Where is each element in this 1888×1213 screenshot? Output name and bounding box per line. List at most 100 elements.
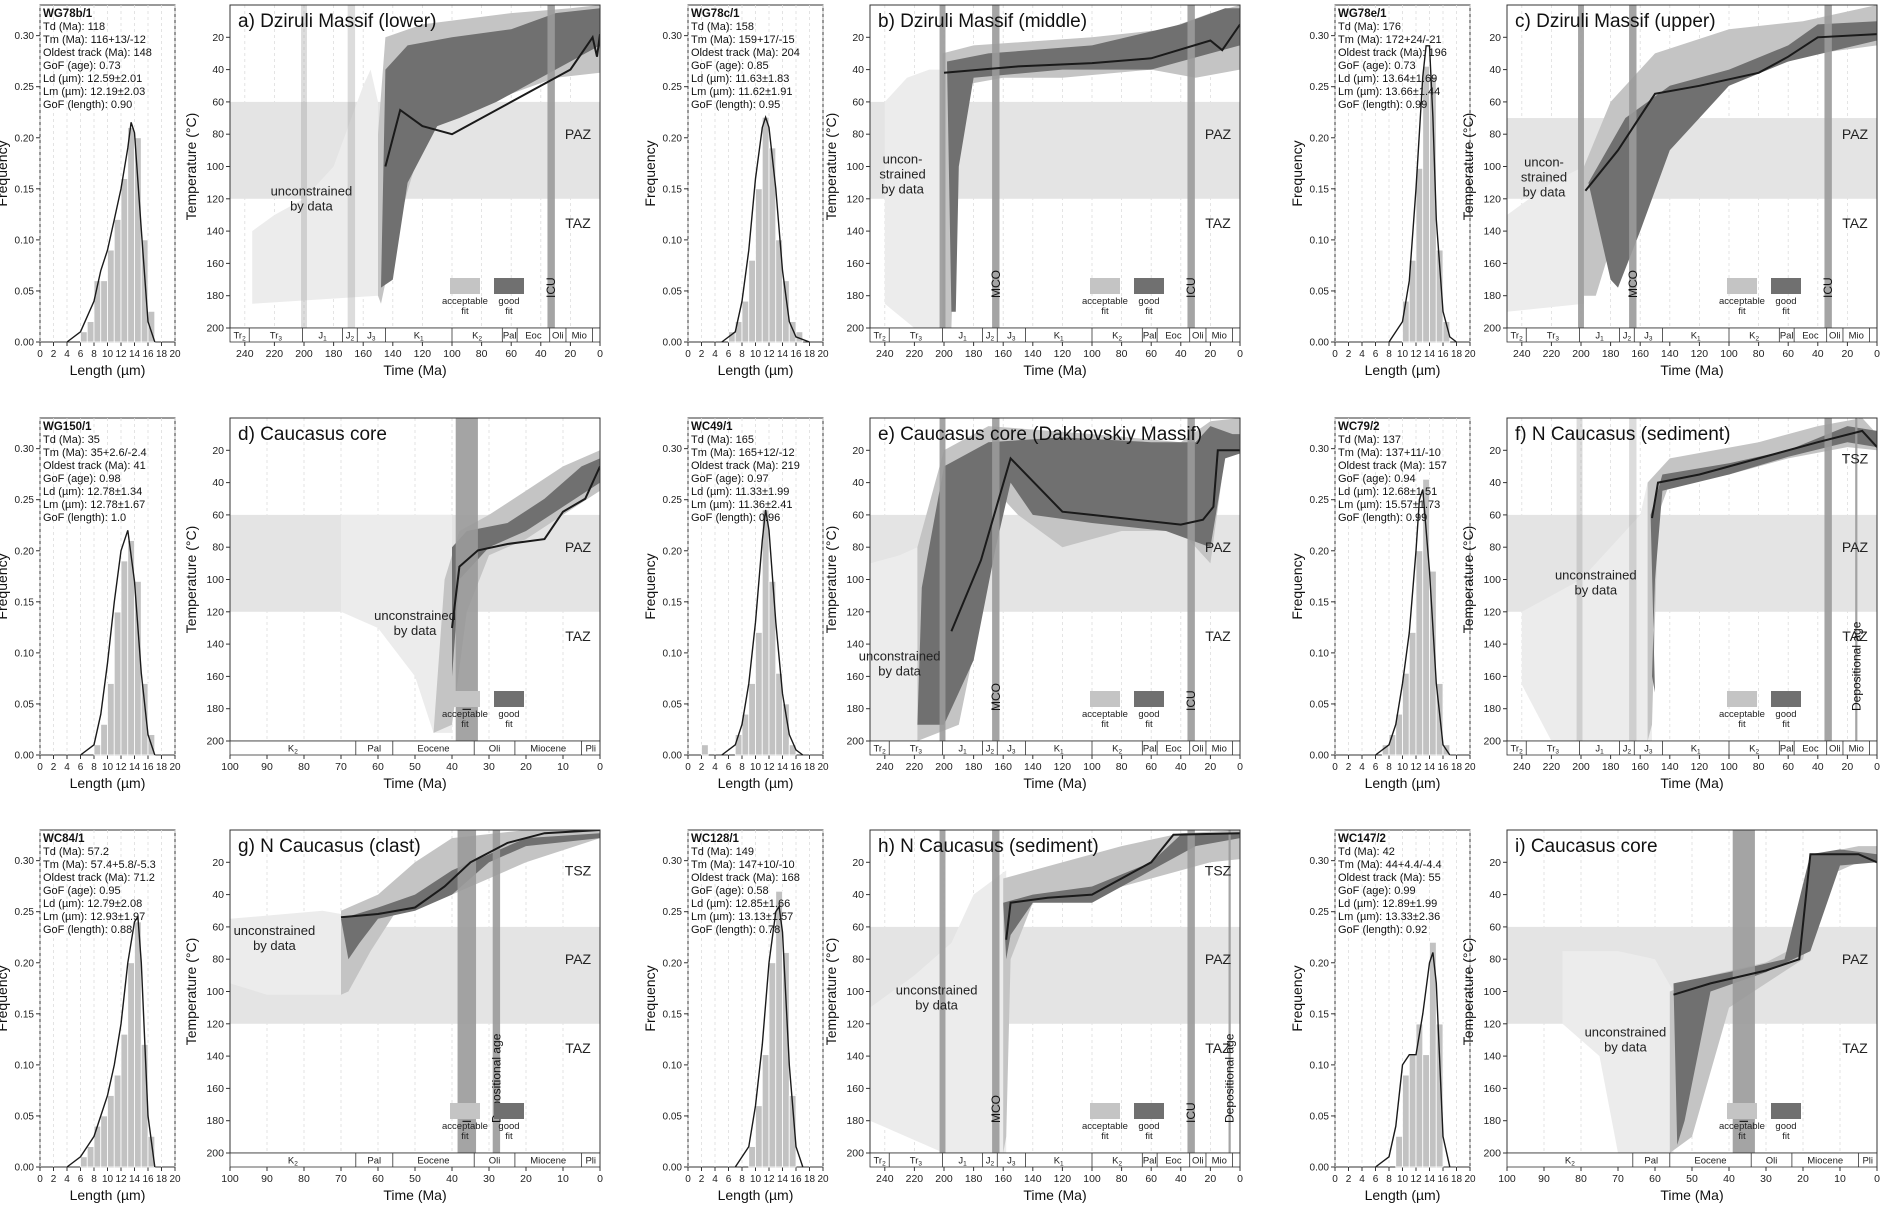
tt-xtick-label: 140 <box>1661 761 1679 773</box>
tt-xtick-label: 40 <box>446 761 458 773</box>
period-label: Miocene <box>1807 1156 1843 1167</box>
hist-ytick-label: 0.15 <box>15 1009 35 1020</box>
legend-acceptable-label: acceptable <box>1082 1121 1128 1132</box>
sample-stat: GoF (length): 0.78 <box>691 924 780 936</box>
event-bar-label: ICU <box>1184 277 1198 298</box>
hist-bar <box>93 280 102 343</box>
tt-ytick-label: 80 <box>1489 129 1501 141</box>
tt-plot-area <box>1507 830 1877 1153</box>
hist-fit-curve <box>721 509 804 756</box>
legend-acceptable-label: acceptable <box>1719 296 1765 307</box>
tt-xtick-label: 80 <box>1575 1173 1587 1185</box>
tt-ytick-label: 180 <box>846 290 864 302</box>
hist-bar <box>1402 672 1410 756</box>
period-label: J2 <box>1623 331 1632 343</box>
period-label: Pli <box>585 744 596 755</box>
legend-good-label: good <box>1138 1121 1159 1132</box>
legend-acceptable-label: fit <box>461 306 469 317</box>
tt-xtick-label: 60 <box>1145 761 1157 773</box>
tt-ytick-label: 180 <box>206 290 224 302</box>
sample-stat: GoF (age): 0.97 <box>691 473 769 485</box>
tt-xtick-label: 220 <box>906 348 924 360</box>
event-bar-label: Depositional age <box>1223 1033 1237 1123</box>
period-label: K1 <box>1691 331 1701 343</box>
hist-xtick-label: 6 <box>78 762 84 773</box>
unconstrained-label: by data <box>881 181 924 196</box>
tt-ytick-label: 60 <box>852 96 864 108</box>
legend-good-swatch <box>1134 1103 1164 1119</box>
tt-xtick-label: 20 <box>1205 1173 1217 1185</box>
legend-acceptable-label: fit <box>1101 306 1109 317</box>
period-label: Miocene <box>530 1156 566 1167</box>
hist-bar <box>748 259 756 343</box>
legend-good-label: fit <box>505 306 513 317</box>
period-label: Tr3 <box>270 331 283 343</box>
tt-plot-area <box>230 418 600 741</box>
legend-good-label: fit <box>1145 306 1153 317</box>
tt-ytick-label: 200 <box>846 1148 864 1160</box>
tt-ytick-label: 160 <box>206 258 224 270</box>
period-label: K2 <box>1112 744 1122 756</box>
tt-xtick-label: 180 <box>965 761 983 773</box>
tt-xtick-label: 100 <box>1498 1173 1516 1185</box>
sample-stat: GoF (age): 0.58 <box>691 885 769 897</box>
hist-bar <box>1415 550 1424 756</box>
tt-ytick-label: 200 <box>846 323 864 335</box>
tt-ytick-label: 100 <box>846 161 864 173</box>
legend-acceptable-label: fit <box>1738 719 1746 730</box>
tt-xtick-label: 100 <box>1083 1173 1101 1185</box>
unconstrained-envelope <box>341 514 452 733</box>
tt-xtick-label: 120 <box>1054 348 1072 360</box>
tt-ylabel: Temperature (°C) <box>183 938 199 1046</box>
hist-xlabel: Length (µm) <box>70 362 146 378</box>
histogram-g: 0 2 4 6 8 10 12 14 16 18 20 0.00 0.05 0.10 0.15 0.20 0.2… <box>0 829 181 1203</box>
tt-ytick-label: 140 <box>846 1051 864 1063</box>
good-fit-envelope <box>452 458 600 693</box>
hist-xtick-label: 8 <box>91 349 97 360</box>
hist-xtick-label: 6 <box>726 1174 732 1185</box>
event-bar <box>492 830 501 1153</box>
tt-xtick-label: 50 <box>1686 1173 1698 1185</box>
unconstrained-label: by data <box>878 663 921 678</box>
event-bar <box>939 418 946 741</box>
hist-xtick-label: 8 <box>1386 1174 1392 1185</box>
sample-stat: GoF (length): 0.88 <box>43 924 132 936</box>
hist-xtick-label: 10 <box>102 1174 114 1185</box>
legend-good-label: fit <box>1782 1131 1790 1142</box>
hist-xtick-label: 8 <box>1386 762 1392 773</box>
zone-label-taz: TAZ <box>1842 1040 1868 1056</box>
tt-xtick-label: 80 <box>298 1173 310 1185</box>
tt-ytick-label: 60 <box>1489 96 1501 108</box>
tt-ytick-label: 80 <box>212 954 224 966</box>
period-label: Pal <box>1644 1156 1658 1167</box>
zone-label-paz: PAZ <box>1842 951 1869 967</box>
tt-xtick-label: 140 <box>1024 348 1042 360</box>
tt-ytick-label: 160 <box>1483 258 1501 270</box>
sample-stat: Ld (µm): 12.89±1.99 <box>1338 898 1437 910</box>
tt-xtick-label: 200 <box>295 348 313 360</box>
tt-ytick-label: 200 <box>1483 736 1501 748</box>
tt-xtick-label: 200 <box>1572 761 1590 773</box>
hist-bar <box>755 632 763 756</box>
hist-fit-curve <box>66 914 156 1168</box>
tt-xtick-label: 40 <box>1812 348 1824 360</box>
hist-xtick-label: 16 <box>1437 762 1449 773</box>
tt-xtick-label: 70 <box>335 761 347 773</box>
tt-xtick-label: 10 <box>557 1173 569 1185</box>
hist-xlabel: Length (µm) <box>718 362 794 378</box>
hist-bar <box>113 611 122 756</box>
unconstrained-label: uncon- <box>883 151 923 166</box>
good-fit-envelope <box>1588 21 1877 288</box>
tt-title: f) N Caucasus (sediment) <box>1515 424 1730 445</box>
hist-xtick-label: 0 <box>37 762 43 773</box>
period-label: Eoc <box>1165 744 1182 755</box>
legend-good-label: good <box>1138 709 1159 720</box>
hist-fit-curve <box>66 122 156 343</box>
hist-bar <box>768 962 777 1168</box>
hist-xtick-label: 18 <box>804 762 816 773</box>
hist-ylabel: Frequency <box>1289 553 1305 619</box>
tt-xtick-label: 50 <box>409 761 421 773</box>
hist-xtick-label: 16 <box>790 349 802 360</box>
unconstrained-label: strained <box>1521 170 1567 185</box>
hist-xtick-label: 12 <box>1410 762 1422 773</box>
